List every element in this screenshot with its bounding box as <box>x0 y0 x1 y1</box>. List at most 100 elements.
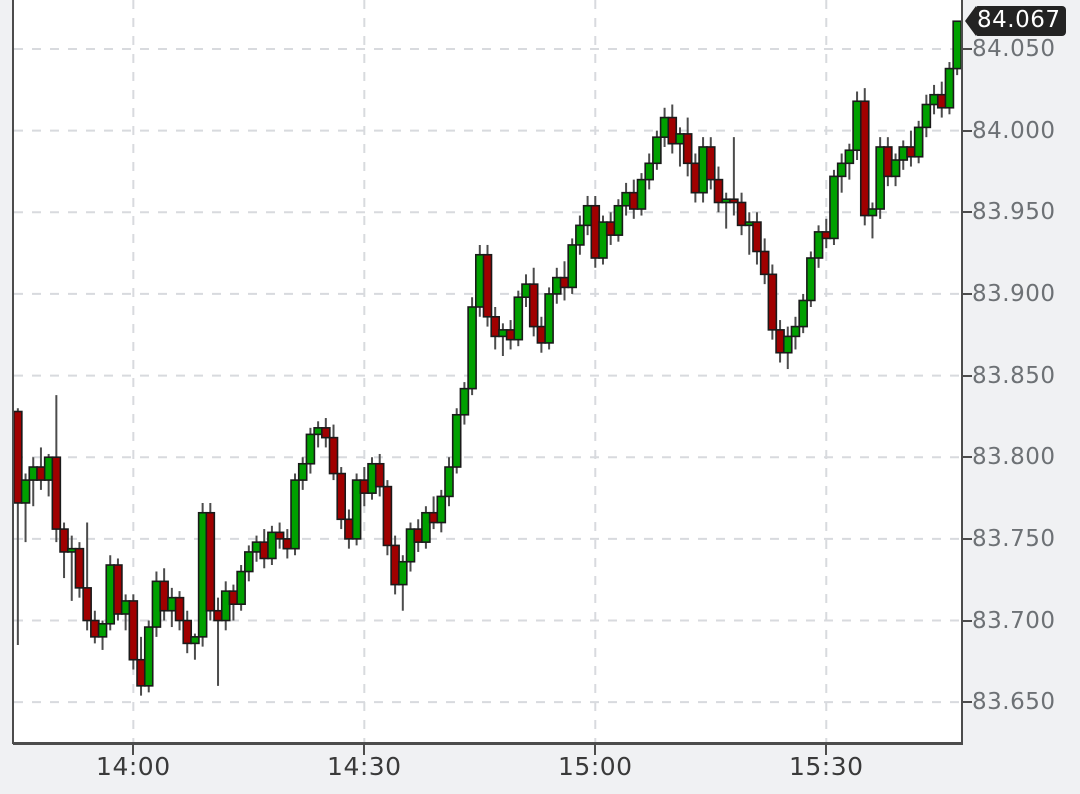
y-axis-tick-label: 83.700 <box>972 607 1056 634</box>
y-axis-tick-label: 84.000 <box>972 117 1056 144</box>
candle-body <box>113 564 123 615</box>
candle-body <box>451 413 462 468</box>
candle-body <box>174 596 185 622</box>
candle-body <box>898 146 909 161</box>
candle-body <box>628 191 639 210</box>
candle-body <box>405 528 416 563</box>
candle-body <box>74 547 85 589</box>
candle-body <box>459 387 470 416</box>
candle-body <box>521 283 531 298</box>
candle-body <box>336 472 347 521</box>
candle-body <box>559 276 570 289</box>
candle-body <box>598 221 608 259</box>
candle-body <box>367 462 377 494</box>
candle-body <box>20 479 31 504</box>
candle-body <box>528 283 539 328</box>
candle-body <box>190 636 200 645</box>
candle-body <box>551 276 562 295</box>
candle-body <box>906 146 916 158</box>
candle-body <box>883 146 893 178</box>
candle-body <box>644 162 654 181</box>
candle-body <box>806 257 816 302</box>
candle-body <box>536 325 547 344</box>
candle-body <box>267 531 277 560</box>
candle-body <box>713 178 724 204</box>
candle-body <box>413 528 424 543</box>
candle-body <box>321 427 331 439</box>
candle-body <box>236 570 246 605</box>
candle-body <box>859 100 870 217</box>
candle-body <box>151 580 162 628</box>
candle-body <box>351 479 362 540</box>
candle-body <box>767 273 778 331</box>
candle-body <box>382 485 393 547</box>
candle-body <box>721 198 731 204</box>
candle-body <box>159 580 169 612</box>
candle-body <box>505 329 516 341</box>
candle-body <box>359 479 370 494</box>
candle-body <box>36 466 46 481</box>
y-axis-tick-label: 83.650 <box>972 689 1056 716</box>
candle-body <box>28 466 39 481</box>
candle-body <box>475 253 485 308</box>
candle-body <box>274 531 285 540</box>
candle-body <box>305 433 316 465</box>
candle-body <box>667 116 678 145</box>
candle-body <box>936 93 947 109</box>
y-axis-tick-label: 83.800 <box>972 444 1056 471</box>
candle-body <box>567 244 577 289</box>
candle-body <box>852 100 862 152</box>
candle-body <box>220 590 231 622</box>
candle-body <box>513 296 524 341</box>
x-axis-tick-label: 14:00 <box>96 752 171 781</box>
x-axis-tick <box>825 744 828 755</box>
candle-body <box>790 325 801 338</box>
candle-body <box>313 427 323 436</box>
y-axis-tick <box>963 211 972 214</box>
candle-body <box>167 596 177 612</box>
x-axis-tick-label: 15:00 <box>558 752 633 781</box>
candle-body <box>136 658 146 687</box>
candle-body <box>66 547 77 553</box>
candle-body <box>13 410 23 504</box>
candle-body <box>590 204 601 259</box>
candle-body <box>297 462 308 481</box>
candle-body <box>844 149 855 165</box>
candle-body <box>421 511 431 543</box>
candle-body <box>836 162 847 178</box>
candle-body <box>82 587 92 622</box>
candle-body <box>621 191 631 207</box>
candle-body <box>929 93 939 106</box>
x-axis-tick <box>363 744 366 755</box>
y-axis-tick <box>963 701 972 704</box>
candle-body <box>398 560 408 586</box>
y-axis-right-line <box>961 0 963 744</box>
candle-body <box>59 528 69 553</box>
candle-body <box>244 551 254 573</box>
candle-body <box>875 146 885 210</box>
y-axis-tick-label: 83.900 <box>972 280 1056 307</box>
candle-body <box>813 231 824 259</box>
candle-body <box>575 224 585 246</box>
candle-body <box>97 622 108 638</box>
candle-body <box>436 495 447 524</box>
candle-body <box>251 541 262 553</box>
candle-body <box>228 590 239 605</box>
y-axis-tick-label: 83.750 <box>972 525 1056 552</box>
candle-body <box>51 456 62 530</box>
y-axis-tick <box>963 129 972 132</box>
y-axis-tick-label: 84.050 <box>972 35 1056 62</box>
candle-body <box>782 335 793 354</box>
candle-body <box>205 511 216 612</box>
candle-body <box>105 564 116 625</box>
candle-body <box>444 466 454 498</box>
y-axis-tick <box>963 374 972 377</box>
candle-body <box>775 329 785 354</box>
candle-body <box>605 221 616 236</box>
candle-body <box>890 159 901 178</box>
candle-body <box>182 619 193 645</box>
candle-body <box>729 198 739 204</box>
candle-body <box>143 626 154 687</box>
candle-series <box>13 20 962 696</box>
